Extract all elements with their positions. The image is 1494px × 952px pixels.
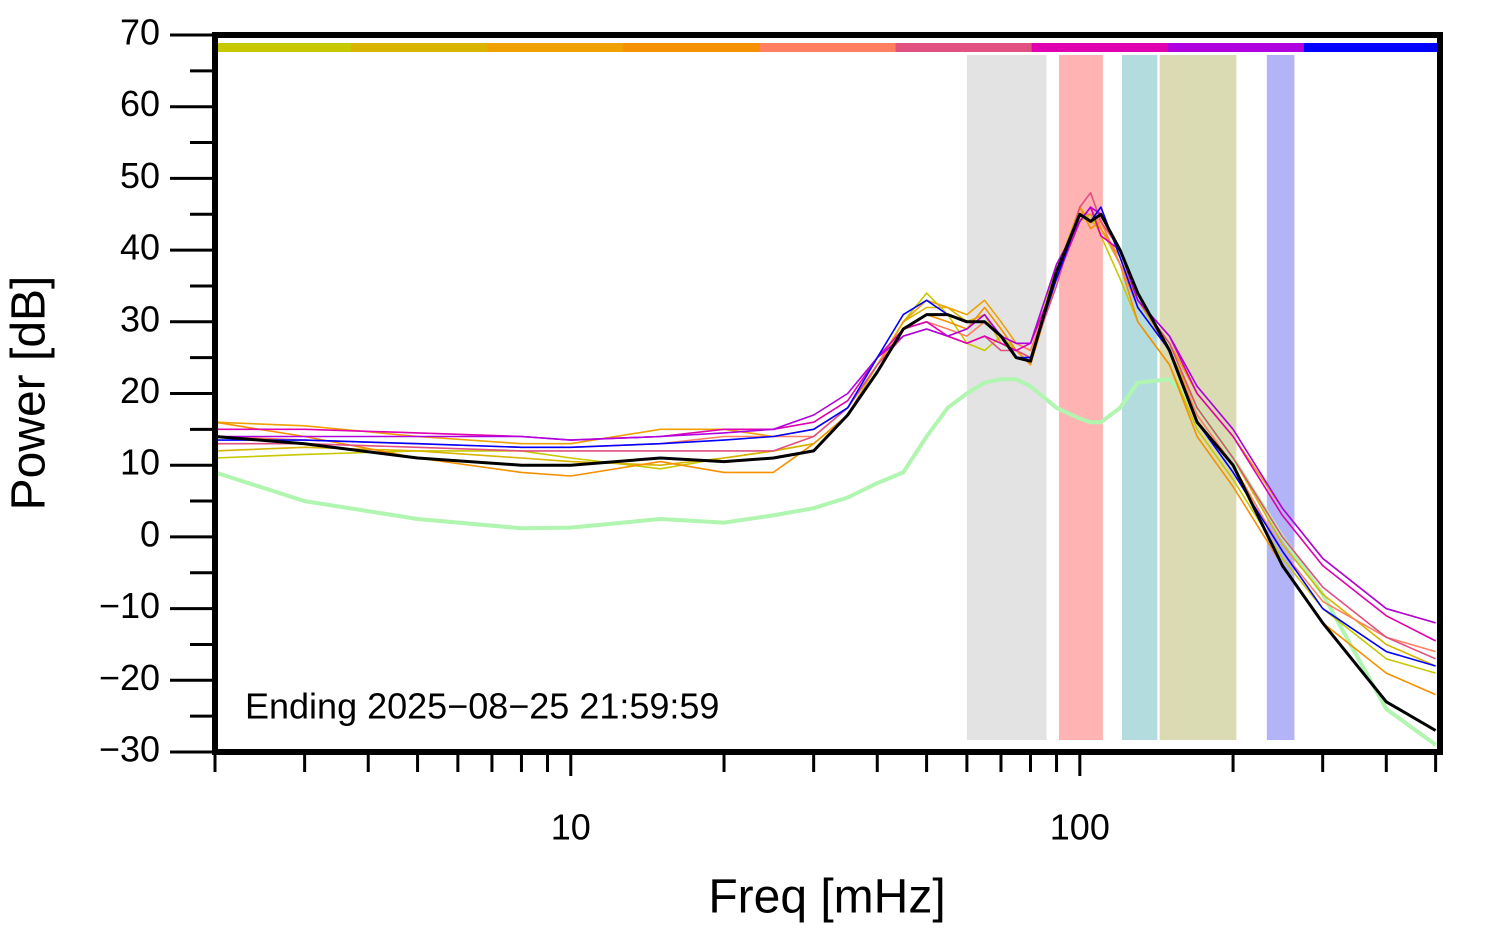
y-tick-label: 60	[120, 83, 160, 124]
color-bar-segment	[215, 43, 352, 52]
color-bar-segment	[487, 43, 624, 52]
y-tick-label: 40	[120, 227, 160, 268]
frequency-band	[1058, 55, 1103, 740]
color-bar-segment	[623, 43, 760, 52]
annotation: Ending 2025−08−25 21:59:59	[245, 686, 719, 727]
spectrum-line	[214, 206, 1436, 696]
y-tick-label: 50	[120, 155, 160, 196]
plot-frame	[212, 32, 1443, 755]
spectrum-line	[215, 206, 1436, 642]
color-bar-segment	[1303, 43, 1441, 52]
color-bar-segment	[759, 43, 897, 52]
y-tick-label: 0	[140, 513, 160, 554]
y-tick-label: −30	[99, 729, 160, 770]
spectrum-line	[214, 212, 1437, 732]
x-tick-label: 10	[551, 807, 591, 848]
color-bar-segment	[895, 43, 1033, 52]
color-bar-segment	[351, 43, 488, 52]
frequency-band	[966, 55, 1047, 740]
x-tick-label: 100	[1050, 807, 1110, 848]
color-bar-segment	[1167, 43, 1305, 52]
x-axis-title: Freq [mHz]	[708, 871, 945, 924]
frequency-band	[1266, 55, 1295, 740]
color-bar-segment	[1031, 43, 1169, 52]
frequency-band	[1159, 55, 1237, 740]
y-axis-title: Power [dB]	[3, 276, 56, 511]
spectrum-line	[215, 206, 1436, 624]
y-tick-label: 70	[120, 12, 160, 53]
y-tick-label: 10	[120, 442, 160, 483]
y-tick-label: 30	[120, 298, 160, 339]
y-tick-label: −10	[99, 585, 160, 626]
y-tick-label: −20	[99, 657, 160, 698]
y-tick-label: 20	[120, 370, 160, 411]
spectrum-line	[215, 191, 1436, 660]
